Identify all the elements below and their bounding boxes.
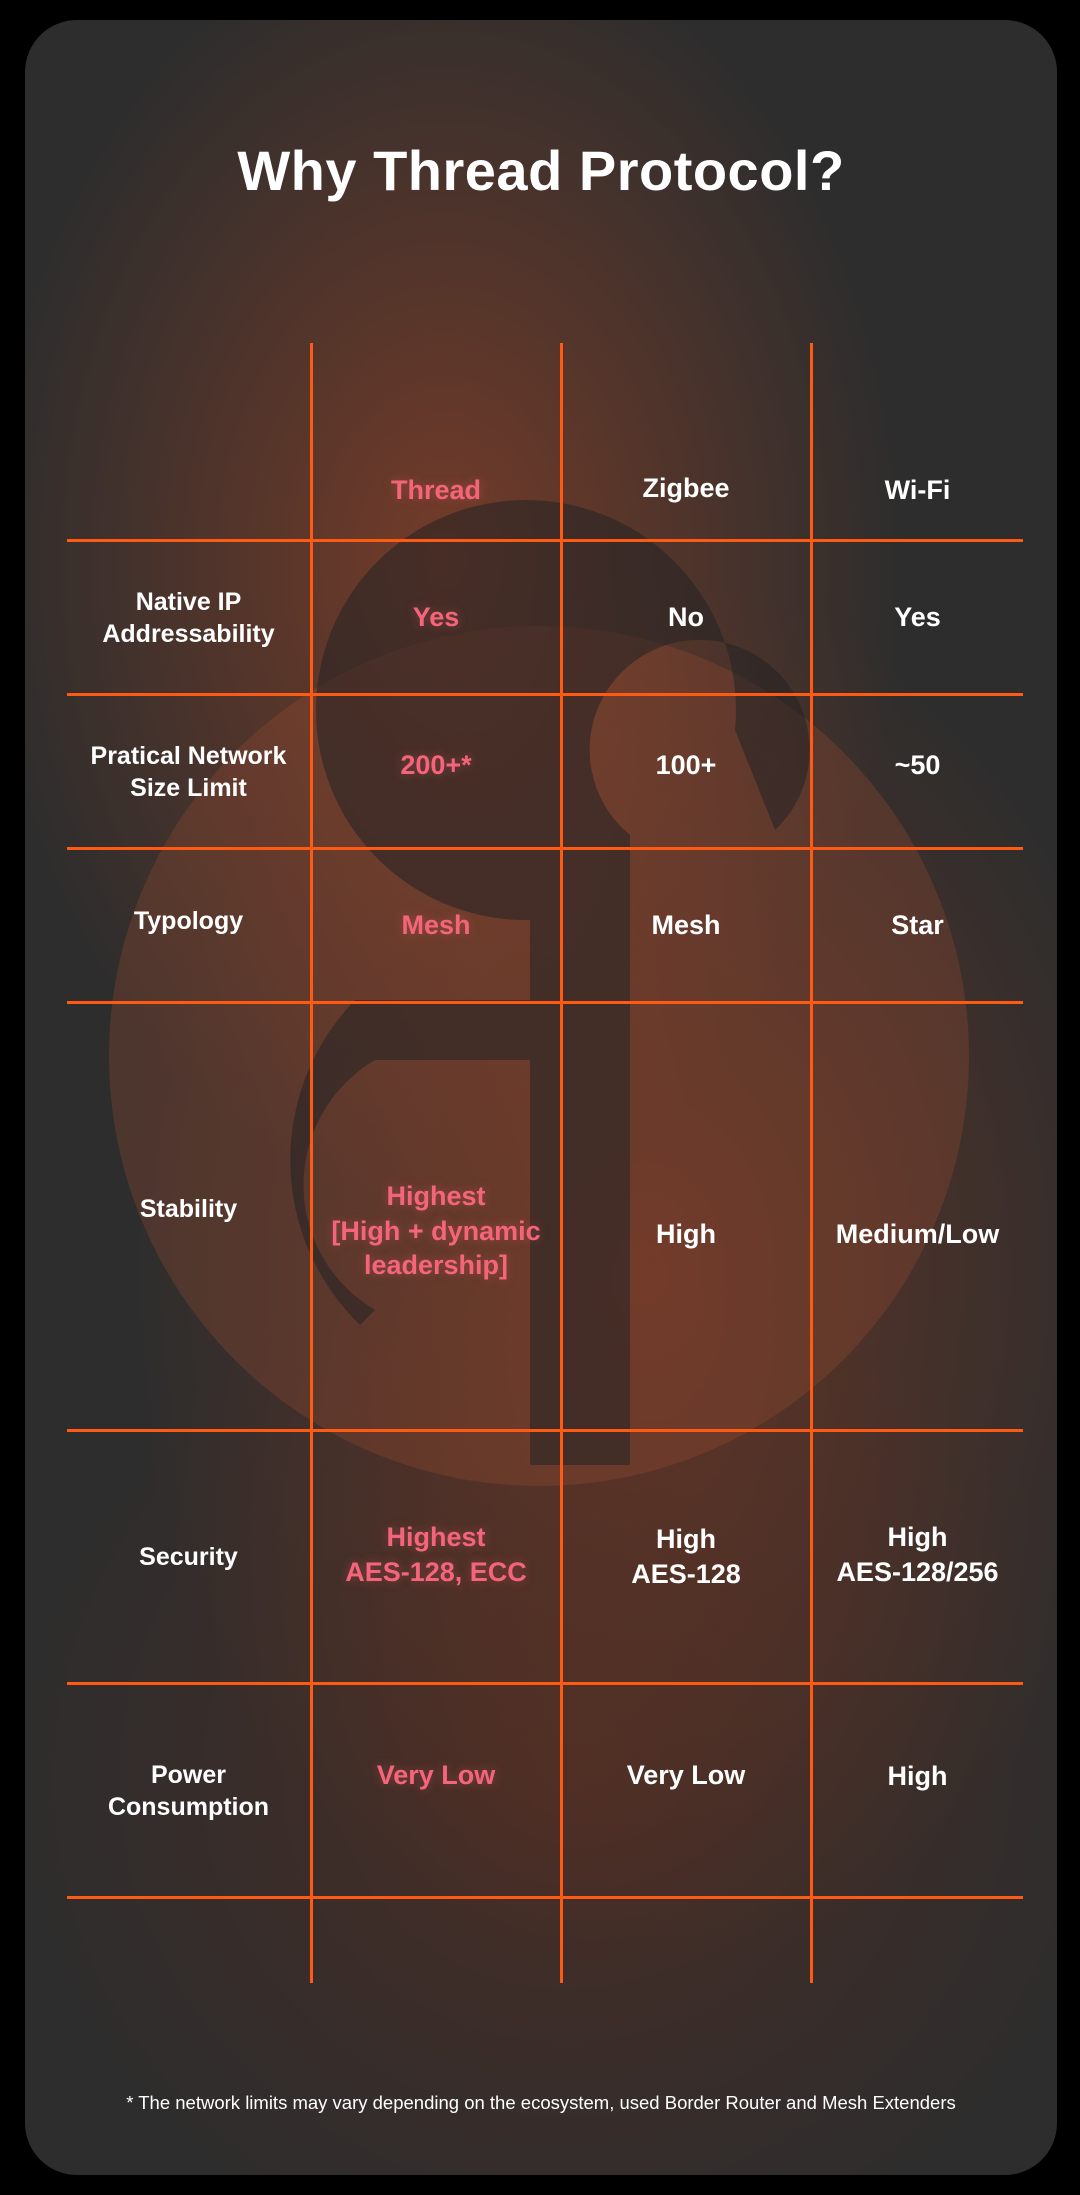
grid-line [560,343,563,1983]
grid-line [67,1682,1023,1685]
cell-zigbee-stability: High [656,1218,716,1249]
grid-line [67,847,1023,850]
infographic-card: Why Thread Protocol? Thread Zigbee Wi-Fi… [25,20,1057,2175]
cell-wifi-security: High AES-128/256 [836,1522,999,1587]
row-label-typology: Typology [133,907,244,935]
grid-line [67,1896,1023,1899]
cell-wifi-native-ip: Yes [894,602,941,633]
row-label-stability: Stability [139,1195,238,1223]
grid-line [67,1001,1023,1004]
grid-line [67,539,1023,542]
cell-wifi-network-size: ~50 [894,750,941,781]
grid-line [67,693,1023,696]
cell-thread-power: Very Low [376,1759,496,1790]
cell-thread-stability: Highest [High + dynamic leadership] [331,1181,541,1281]
row-label-native-ip: Native IP Addressability [102,587,275,648]
footnote: * The network limits may vary depending … [126,2092,956,2113]
comparison-table: Thread Zigbee Wi-Fi Native IP Addressabil… [25,20,1057,2175]
grid-line [67,1429,1023,1432]
grid-line [810,343,813,1983]
cell-wifi-stability: Medium/Low [835,1218,1000,1249]
cell-zigbee-power: Very Low [626,1759,746,1790]
page-title: Why Thread Protocol? [237,139,845,202]
row-label-power: Power Consumption [107,1760,270,1821]
cell-wifi-power: High [887,1760,948,1791]
column-header-zigbee: Zigbee [642,472,730,503]
cell-zigbee-native-ip: No [668,602,704,633]
cell-zigbee-security: High AES-128 [631,1524,741,1589]
grid-line [310,343,313,1983]
cell-thread-typology: Mesh [401,910,471,941]
row-label-network-size: Pratical Network Size Limit [90,741,287,802]
column-header-wifi: Wi-Fi [884,474,951,505]
cell-thread-native-ip: Yes [412,602,460,633]
row-label-security: Security [139,1543,238,1571]
cell-wifi-typology: Star [891,910,944,941]
cell-thread-network-size: 200+* [400,750,472,781]
cell-zigbee-typology: Mesh [651,910,721,941]
column-header-thread: Thread [390,474,482,505]
cell-thread-security: Highest AES-128, ECC [345,1522,527,1587]
cell-zigbee-network-size: 100+ [655,750,717,781]
